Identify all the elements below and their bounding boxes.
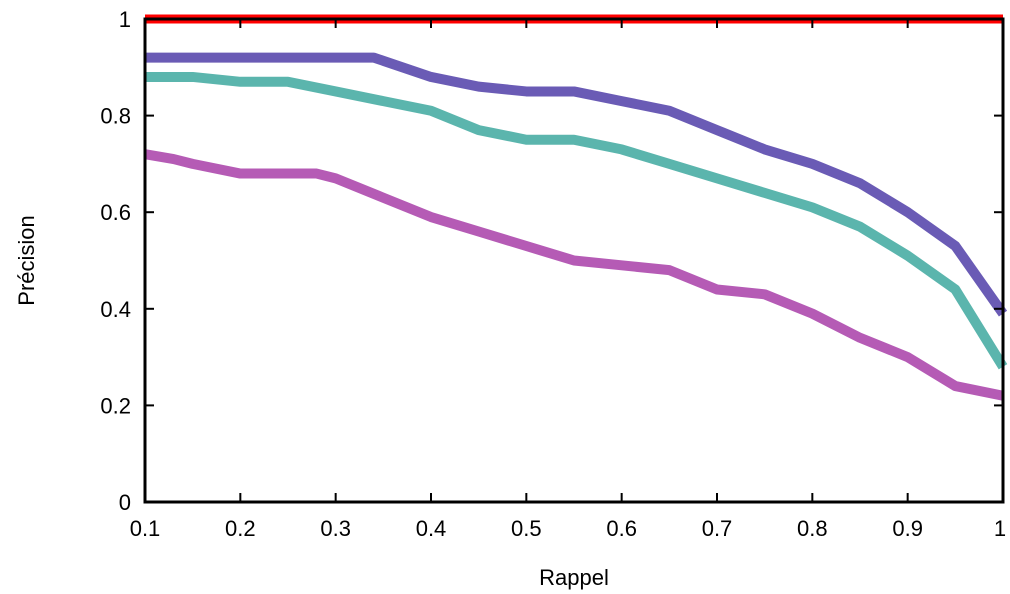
x-tick-label: 0.8 [797, 516, 828, 541]
x-tick-label: 1 [994, 516, 1006, 541]
x-axis-title: Rappel [539, 565, 609, 590]
x-tick-label: 0.4 [416, 516, 447, 541]
x-tick-label: 0.2 [225, 516, 256, 541]
plot-frame [143, 17, 1005, 504]
x-tick-label: 0.6 [606, 516, 637, 541]
series-line-3 [145, 71, 1008, 370]
x-tick-label: 0.9 [892, 516, 923, 541]
ticks-layer: 0.1 0.2 0.3 0.4 0.5 0.6 0.7 0.8 0.9 1 0 0.2 0.4 0.6 0.… [100, 7, 1006, 541]
y-axis-title: Précision [14, 215, 39, 305]
series-line-2 [145, 52, 1008, 317]
x-tick-label: 0.5 [511, 516, 542, 541]
y-tick-label: 1 [119, 7, 131, 32]
series-line-4 [144, 149, 1004, 401]
y-tick-label: 0.6 [100, 200, 131, 225]
y-tick-label: 0.8 [100, 104, 131, 129]
series-layer [144, 14, 1008, 401]
x-tick-label: 0.1 [130, 516, 161, 541]
y-tick-label: 0.2 [100, 393, 131, 418]
y-tick-label: 0.4 [100, 297, 131, 322]
x-tick-label: 0.7 [702, 516, 733, 541]
y-tick-label: 0 [119, 490, 131, 515]
x-tick-label: 0.3 [320, 516, 351, 541]
